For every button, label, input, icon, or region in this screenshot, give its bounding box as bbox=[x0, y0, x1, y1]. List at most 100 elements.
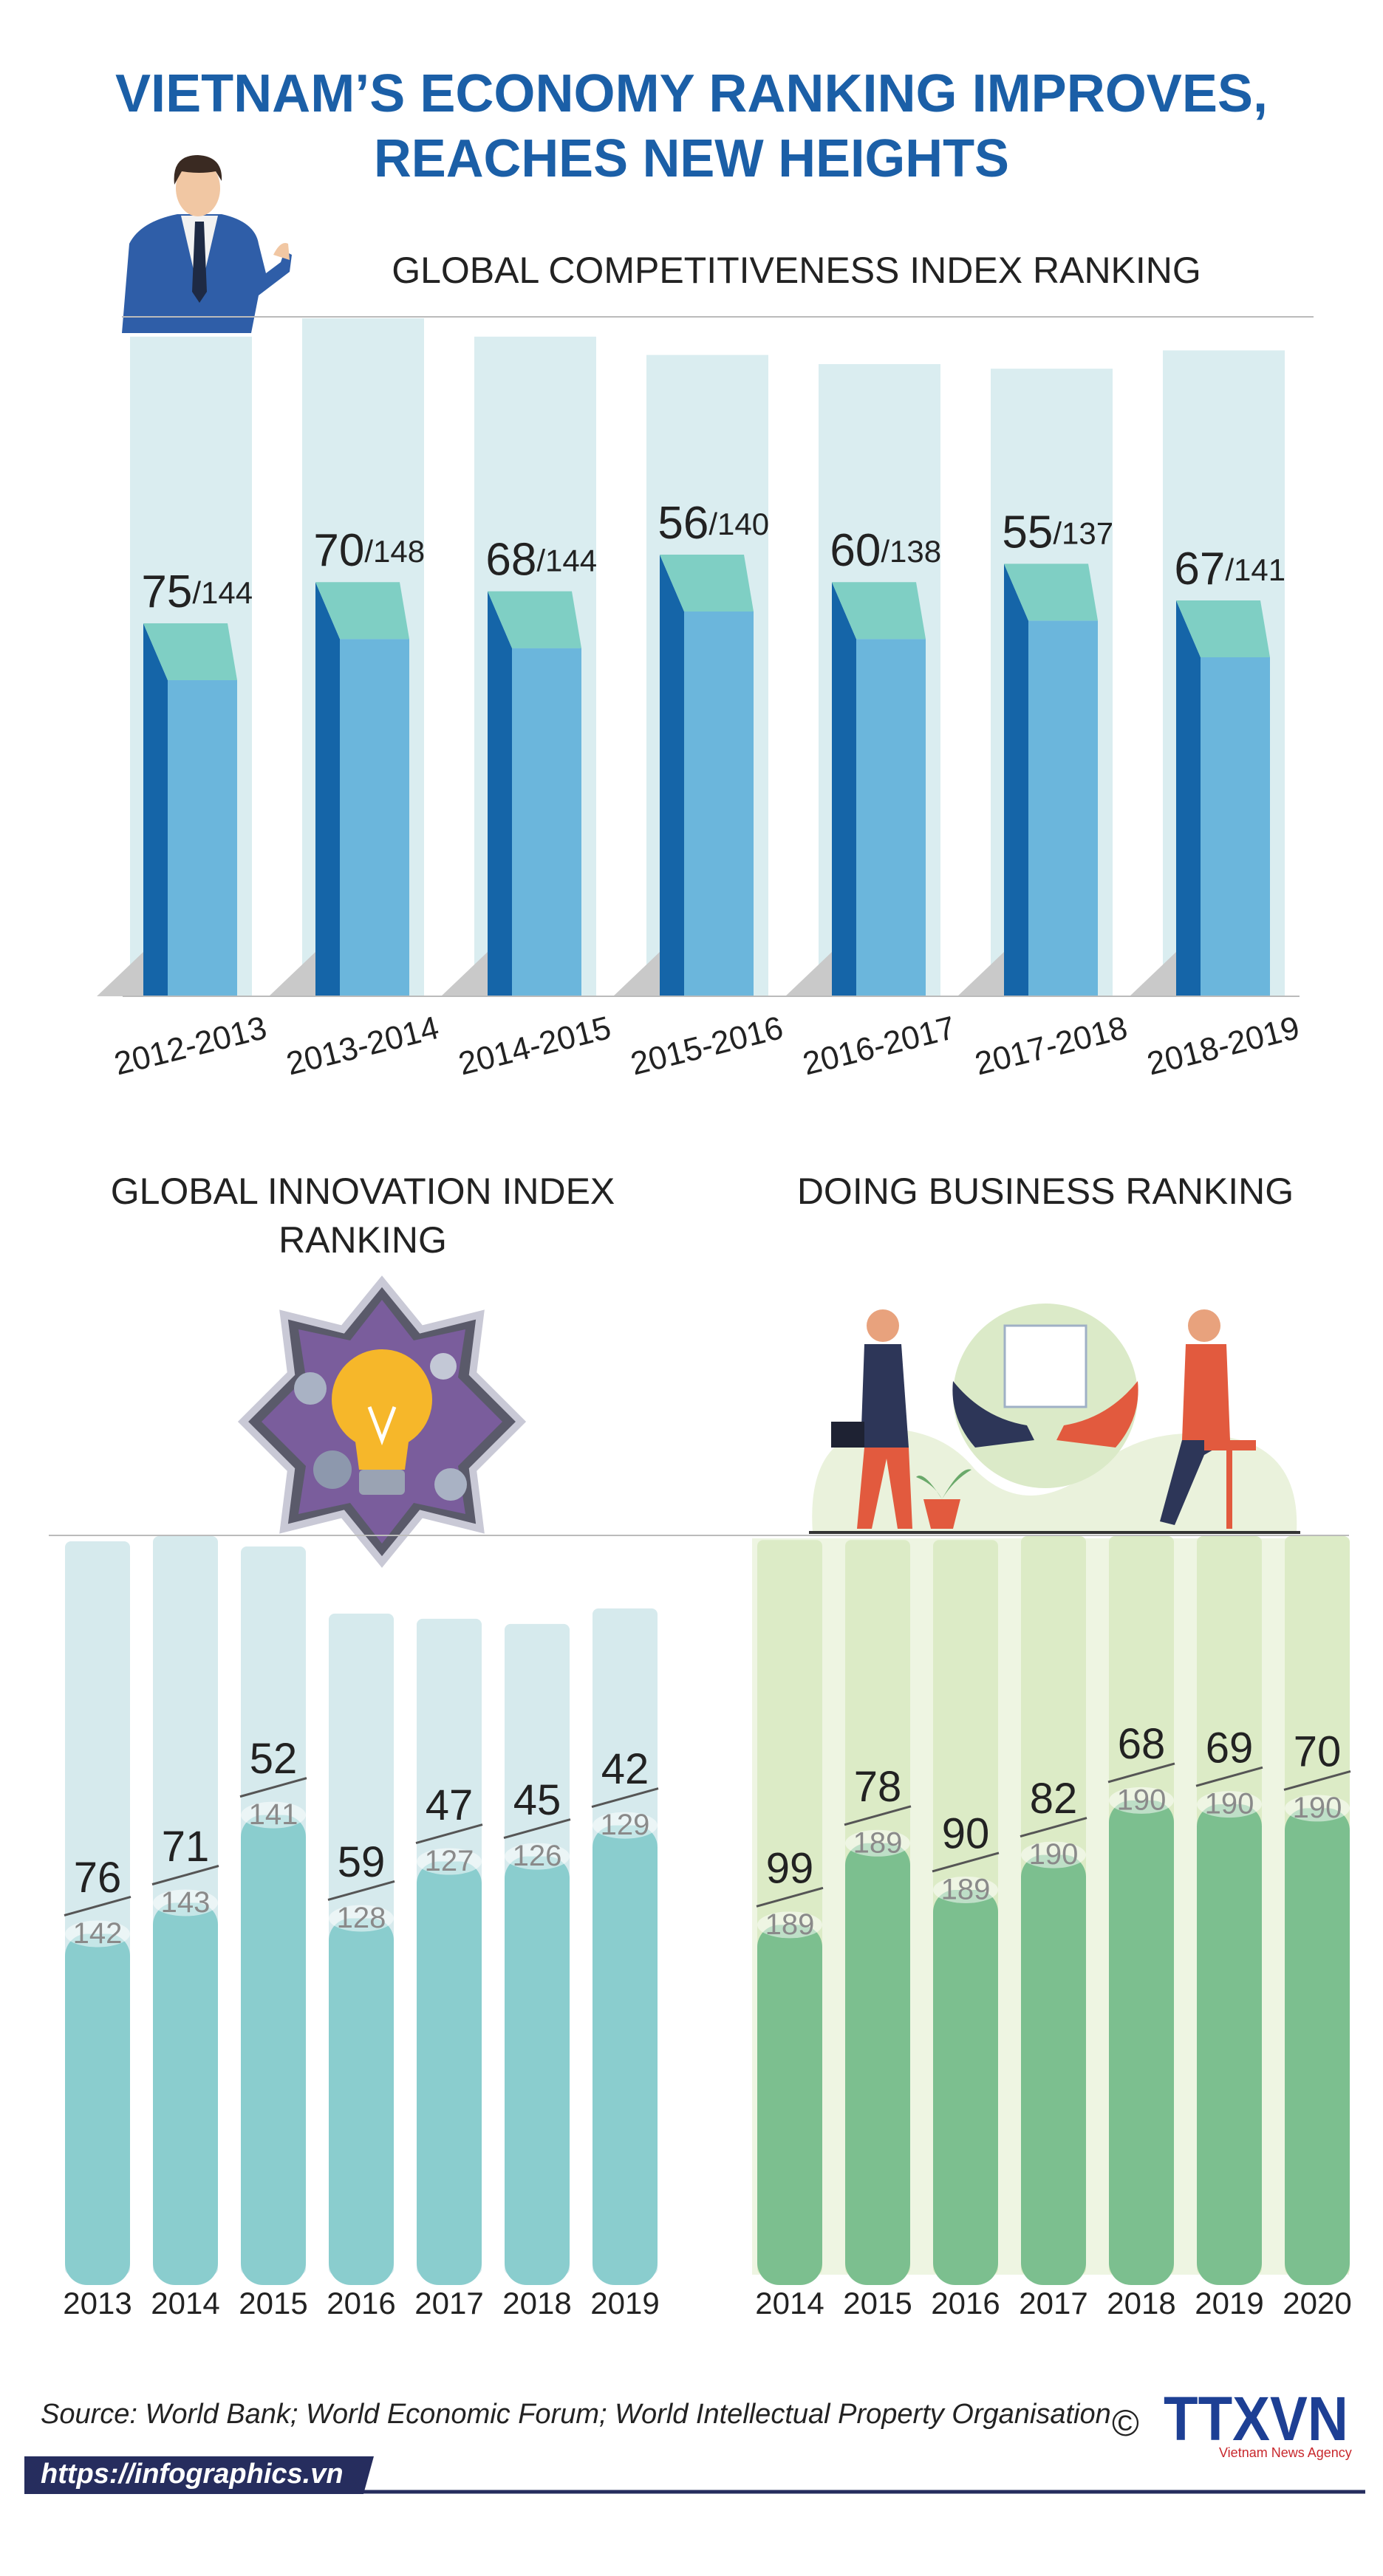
total-label: 141 bbox=[249, 1798, 298, 1831]
bar bbox=[1021, 1854, 1086, 2285]
business-illustration bbox=[809, 1304, 1300, 1534]
rank-label: 47 bbox=[426, 1781, 474, 1829]
label-slash bbox=[1195, 1766, 1263, 1787]
total-label: 189 bbox=[765, 1908, 815, 1941]
total-label: /140 bbox=[708, 507, 769, 541]
value-label: 70/148 bbox=[313, 526, 425, 577]
x-tick-label: 2013 bbox=[63, 2286, 132, 2320]
bar bbox=[757, 1925, 822, 2285]
rank-label: 82 bbox=[1030, 1775, 1078, 1823]
bar bbox=[1201, 657, 1270, 996]
rank-label: 99 bbox=[766, 1845, 814, 1893]
bar bbox=[684, 611, 754, 996]
total-label: /144 bbox=[192, 575, 253, 610]
total-label: /137 bbox=[1053, 515, 1113, 550]
label-slash bbox=[64, 1896, 132, 1916]
rank-label: 42 bbox=[601, 1745, 649, 1793]
bar-side bbox=[143, 623, 168, 996]
total-label: 143 bbox=[161, 1886, 211, 1919]
bar-top bbox=[933, 1876, 998, 1903]
bar-side bbox=[1176, 600, 1201, 996]
label-slash bbox=[1283, 1770, 1351, 1791]
label-slash bbox=[1020, 1817, 1087, 1838]
x-tick-label: 2019 bbox=[1195, 2286, 1263, 2320]
bar bbox=[417, 1861, 482, 2285]
total-label: 126 bbox=[513, 1840, 562, 1872]
rank-label: 52 bbox=[250, 1735, 298, 1783]
title-line: VIETNAM’S ECONOMY RANKING IMPROVES, bbox=[115, 64, 1268, 123]
bar-top bbox=[832, 582, 926, 640]
value-label: 56/140 bbox=[658, 498, 769, 549]
bar-side bbox=[660, 554, 684, 996]
bar-shadow bbox=[1130, 952, 1176, 996]
bar bbox=[241, 1815, 306, 2285]
label-slash bbox=[1107, 1762, 1175, 1784]
bar-top bbox=[1109, 1787, 1174, 1814]
value-label: 67/141 bbox=[1174, 544, 1285, 595]
source-note: Source: World Bank; World Economic Forum… bbox=[41, 2399, 1111, 2430]
bar-side bbox=[488, 591, 512, 996]
label-slash bbox=[503, 1818, 571, 1840]
bar-top bbox=[417, 1848, 482, 1875]
bar-top bbox=[593, 1812, 658, 1839]
bar bbox=[845, 1843, 910, 2285]
value-label: 68/144 bbox=[485, 535, 597, 586]
bar-shadow bbox=[957, 952, 1004, 996]
rank-label: 90 bbox=[942, 1809, 990, 1857]
total-label: 127 bbox=[425, 1845, 474, 1877]
bar-top bbox=[1004, 564, 1098, 621]
bar-top bbox=[505, 1843, 570, 1870]
bar bbox=[593, 1825, 658, 2285]
total-label: 190 bbox=[1029, 1838, 1079, 1871]
bar-shadow bbox=[97, 952, 143, 996]
total-label: 189 bbox=[941, 1874, 991, 1906]
total-label: /148 bbox=[364, 534, 425, 569]
bar-side bbox=[315, 582, 340, 996]
rank-label: 76 bbox=[74, 1854, 122, 1902]
title-line: REACHES NEW HEIGHTS bbox=[374, 129, 1009, 188]
bar bbox=[329, 1918, 394, 2285]
innovation-icon bbox=[237, 1275, 527, 1568]
bar-top bbox=[660, 554, 754, 612]
bar-top bbox=[65, 1920, 130, 1948]
bar bbox=[1285, 1808, 1350, 2285]
rank-label: 78 bbox=[854, 1763, 902, 1811]
bar-top bbox=[1197, 1791, 1262, 1818]
copyright: © bbox=[1112, 2402, 1139, 2444]
total-label: 190 bbox=[1205, 1788, 1254, 1820]
rank-label: 55 bbox=[1002, 507, 1053, 558]
rank-label: 60 bbox=[830, 526, 881, 577]
bar bbox=[856, 639, 926, 996]
bar bbox=[512, 648, 581, 996]
total-label: 129 bbox=[601, 1809, 650, 1841]
total-label: 189 bbox=[853, 1826, 903, 1859]
x-tick-label: 2014 bbox=[755, 2286, 824, 2320]
chart-title: GLOBAL COMPETITIVENESS INDEX RANKING bbox=[392, 250, 1201, 291]
bar-side bbox=[832, 582, 856, 996]
bar-top bbox=[1021, 1841, 1086, 1868]
rank-label: 68 bbox=[485, 535, 536, 586]
x-tick-label: 2015 bbox=[239, 2286, 307, 2320]
chart-title: DOING BUSINESS RANKING bbox=[797, 1171, 1294, 1212]
bar-shadow bbox=[613, 952, 660, 996]
bar-top bbox=[845, 1829, 910, 1857]
url-band bbox=[24, 2456, 374, 2494]
bar bbox=[1197, 1804, 1262, 2285]
bar-top bbox=[757, 1911, 822, 1939]
bar-shadow bbox=[785, 952, 832, 996]
bar-top bbox=[1176, 600, 1270, 657]
bar-top bbox=[153, 1889, 218, 1916]
bar-side bbox=[1004, 564, 1028, 996]
bar bbox=[1028, 620, 1098, 996]
label-slash bbox=[932, 1852, 1000, 1873]
chart-title: GLOBAL INNOVATION INDEX bbox=[111, 1171, 615, 1212]
bar bbox=[505, 1856, 570, 2285]
x-tick-label: 2015 bbox=[843, 2286, 912, 2320]
bar-top bbox=[143, 623, 237, 681]
label-slash bbox=[415, 1823, 483, 1845]
total-label: /144 bbox=[536, 544, 597, 578]
total-label: 190 bbox=[1117, 1784, 1167, 1816]
bar bbox=[168, 680, 237, 996]
label-slash bbox=[327, 1880, 395, 1901]
x-tick-label: 2018 bbox=[502, 2286, 571, 2320]
